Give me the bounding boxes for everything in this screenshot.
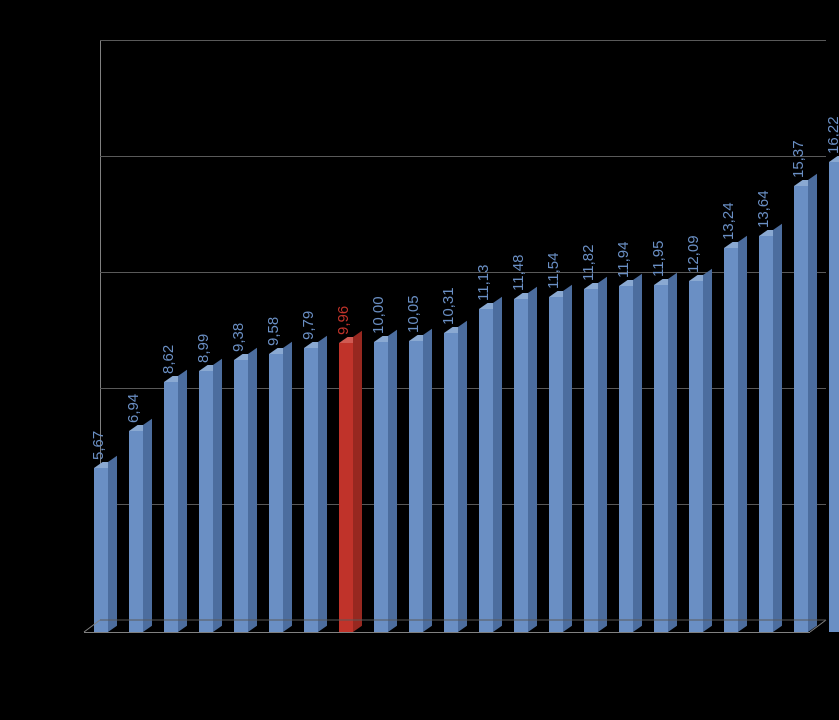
bar-front: [549, 297, 563, 632]
bar-side-face: [563, 285, 572, 632]
bar-side-face: [528, 287, 537, 632]
gridline: [100, 272, 826, 273]
bar-front: [374, 342, 388, 632]
bar: 11,94: [619, 286, 633, 632]
bar-side-face: [703, 269, 712, 632]
bar-front: [129, 431, 143, 632]
bar-highlight: 9,96: [339, 343, 353, 632]
bar-front: [514, 299, 528, 632]
bar-side-face: [283, 342, 292, 632]
bar-side-face: [353, 331, 362, 632]
bar-front: [234, 360, 248, 632]
bar-side-face: [493, 297, 502, 632]
bar-front: [94, 468, 108, 632]
bar-value-label: 9,58: [259, 325, 276, 354]
bar-side-face: [143, 418, 152, 632]
bar-front: [444, 333, 458, 632]
bar-side-face: [178, 370, 187, 632]
chart-plot-area: 5,676,948,628,999,389,589,799,9610,0010,…: [100, 40, 826, 620]
bar: 11,48: [514, 299, 528, 632]
bar-front: [689, 281, 703, 632]
bar-front: [654, 285, 668, 632]
bar: 15,37: [794, 186, 808, 632]
bar-side-face: [773, 224, 782, 632]
bar-value-label: 16,22: [819, 124, 836, 162]
bar-side-face: [738, 236, 747, 632]
bar: 8,62: [164, 382, 178, 632]
bar-value-label: 11,95: [644, 249, 661, 285]
bar-front: [794, 186, 808, 632]
bar-front: [479, 309, 493, 632]
bar-value-label: 9,79: [294, 319, 311, 348]
bar: 16,22: [829, 162, 839, 632]
bar: 9,79: [304, 348, 318, 632]
bar: 6,94: [129, 431, 143, 632]
bar-value-label: 10,31: [434, 295, 451, 333]
bar-side-face: [248, 348, 257, 632]
bar-front: [164, 382, 178, 632]
bar-value-label: 9,38: [224, 331, 241, 360]
bar-front: [304, 348, 318, 632]
bar-side-face: [458, 321, 467, 632]
bar-side-face: [318, 336, 327, 632]
bar-value-label: 15,37: [784, 149, 801, 187]
bar-front: [759, 236, 773, 632]
bar-value-label: 10,00: [364, 304, 381, 342]
bar: 11,13: [479, 309, 493, 632]
bar: 9,38: [234, 360, 248, 632]
bar: 9,58: [269, 354, 283, 632]
bar-side-face: [108, 455, 117, 632]
bar: 11,82: [584, 289, 598, 632]
bar-value-label: 9,96: [329, 314, 346, 343]
bar-value-label: 11,82: [574, 253, 591, 289]
bar: 8,99: [199, 371, 213, 632]
bar-front: [199, 371, 213, 632]
bar: 13,64: [759, 236, 773, 632]
bar-side-face: [598, 277, 607, 632]
bar-value-label: 8,99: [189, 342, 206, 371]
bar-front: [724, 248, 738, 632]
bar-side-face: [388, 330, 397, 632]
bar-value-label: 11,48: [504, 263, 521, 299]
chart-floor-edge: [84, 632, 810, 633]
bar-value-label: 13,24: [714, 211, 731, 249]
bar: 13,24: [724, 248, 738, 632]
bar-side-face: [423, 328, 432, 632]
bar-front: [829, 162, 839, 632]
bar-front: [269, 354, 283, 632]
gridline: [100, 40, 826, 41]
bar-side-face: [213, 359, 222, 632]
bar-side-face: [668, 273, 677, 632]
bar-front: [339, 343, 353, 632]
bar: 10,31: [444, 333, 458, 632]
bar-value-label: 13,64: [749, 199, 766, 237]
bar-value-label: 8,62: [154, 353, 171, 382]
bar-value-label: 5,67: [84, 438, 101, 467]
bar-front: [619, 286, 633, 632]
bar: 11,54: [549, 297, 563, 632]
bar-value-label: 11,94: [609, 249, 626, 285]
bar-value-label: 10,05: [399, 303, 416, 341]
bar: 5,67: [94, 468, 108, 632]
bar-value-label: 11,54: [539, 261, 556, 297]
bar: 11,95: [654, 285, 668, 632]
bar-value-label: 11,13: [469, 273, 486, 309]
bar: 10,05: [409, 341, 423, 632]
bar: 12,09: [689, 281, 703, 632]
bar-side-face: [633, 273, 642, 632]
bar-side-face: [808, 174, 817, 632]
gridline: [100, 156, 826, 157]
bar-front: [409, 341, 423, 632]
bar-value-label: 12,09: [679, 244, 696, 282]
bar-value-label: 6,94: [119, 402, 136, 431]
bar-front: [584, 289, 598, 632]
bar: 10,00: [374, 342, 388, 632]
